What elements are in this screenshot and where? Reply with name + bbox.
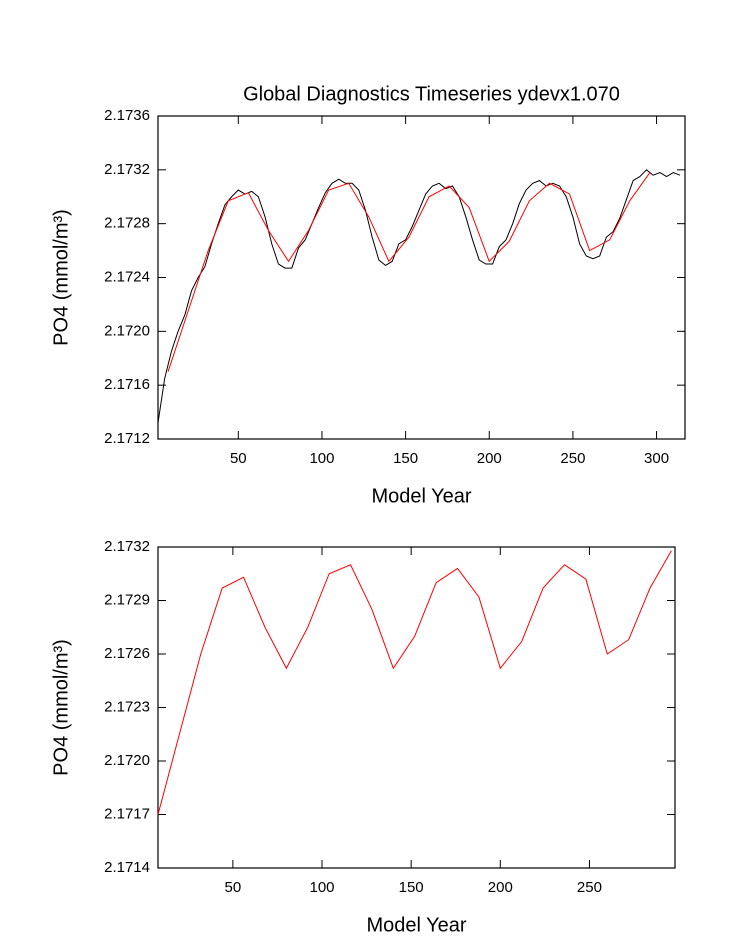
y-tick-label: 2.1732 bbox=[104, 538, 150, 555]
plot-frame bbox=[157, 546, 676, 869]
y-tick-label: 2.1716 bbox=[104, 376, 150, 393]
y-tick-label: 2.1723 bbox=[104, 698, 150, 715]
y-tick-label: 2.1729 bbox=[104, 591, 150, 608]
x-axis-label: Model Year bbox=[371, 485, 471, 507]
x-tick-label: 250 bbox=[560, 450, 585, 467]
chart-title: Global Diagnostics Timeseries ydevx1.070 bbox=[243, 83, 620, 105]
y-tick-label: 2.1732 bbox=[104, 161, 150, 178]
x-tick-label: 50 bbox=[230, 450, 247, 467]
y-tick-label: 2.1724 bbox=[104, 268, 150, 285]
y-tick-label: 2.1720 bbox=[104, 752, 150, 769]
y-tick-label: 2.1714 bbox=[104, 859, 150, 876]
x-tick-label: 250 bbox=[577, 879, 602, 896]
y-axis-label: PO4 (mmol/m³) bbox=[50, 209, 72, 346]
y-tick-label: 2.1728 bbox=[104, 215, 150, 232]
y-tick-label: 2.1726 bbox=[104, 645, 150, 662]
plot-frame bbox=[157, 115, 686, 440]
x-tick-label: 50 bbox=[225, 879, 242, 896]
x-tick-label: 200 bbox=[488, 879, 513, 896]
data-line bbox=[157, 550, 672, 815]
y-axis-label: PO4 (mmol/m³) bbox=[50, 639, 72, 776]
y-tick-label: 2.1712 bbox=[104, 430, 150, 447]
y-tick-label: 2.1717 bbox=[104, 805, 150, 822]
x-tick-label: 100 bbox=[309, 879, 334, 896]
x-tick-label: 150 bbox=[393, 450, 418, 467]
x-axis-label: Model Year bbox=[366, 914, 466, 936]
data-line bbox=[157, 169, 681, 423]
x-tick-label: 200 bbox=[477, 450, 502, 467]
x-tick-label: 300 bbox=[644, 450, 669, 467]
y-tick-label: 2.1736 bbox=[104, 107, 150, 124]
y-tick-label: 2.1720 bbox=[104, 322, 150, 339]
x-tick-label: 150 bbox=[399, 879, 424, 896]
x-tick-label: 100 bbox=[309, 450, 334, 467]
data-line bbox=[167, 172, 651, 372]
